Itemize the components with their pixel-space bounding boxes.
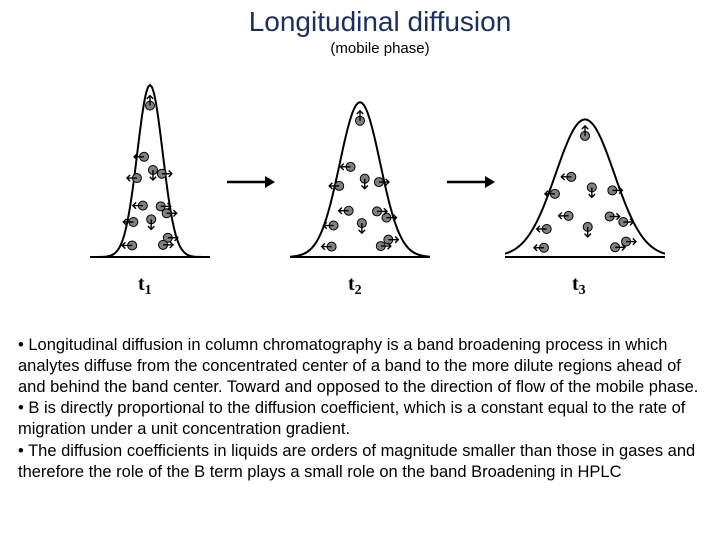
time-label-t2: t2 <box>348 273 362 319</box>
body-text: • Longitudinal diffusion in column chrom… <box>0 317 720 483</box>
time-label-t3: t3 <box>572 273 586 319</box>
diffusion-diagram: t1 t2 t3 <box>40 77 680 317</box>
peak-t3 <box>505 77 665 267</box>
peak-curve-t1 <box>90 77 210 267</box>
page-subtitle: (mobile phase) <box>40 40 720 57</box>
paragraph-2: • B is directly proportional to the diff… <box>18 398 702 440</box>
time-label-t1: t1 <box>138 273 152 319</box>
paragraph-3: • The diffusion coefficients in liquids … <box>18 441 702 483</box>
transition-arrow-2 <box>445 172 495 192</box>
peak-t2 <box>290 77 430 267</box>
paragraph-1: • Longitudinal diffusion in column chrom… <box>18 335 702 398</box>
page-title: Longitudinal diffusion <box>40 6 720 38</box>
title-block: Longitudinal diffusion (mobile phase) <box>40 0 720 57</box>
peak-curve-t2 <box>290 77 430 267</box>
peak-t1 <box>90 77 210 267</box>
transition-arrow-1 <box>225 172 275 192</box>
peak-curve-t3 <box>505 77 665 267</box>
